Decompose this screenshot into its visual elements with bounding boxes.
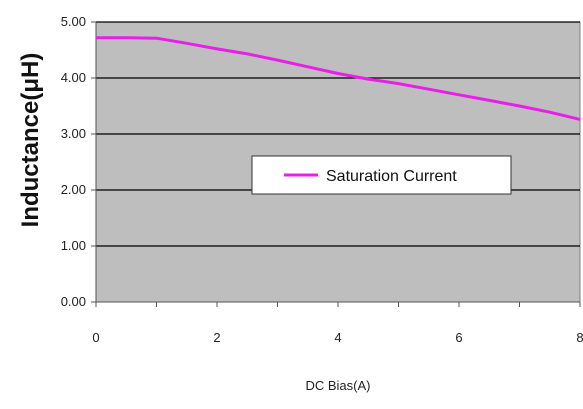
x-tick-label: 6 <box>455 330 462 345</box>
x-tick-label: 2 <box>213 330 220 345</box>
series-layer <box>96 36 581 121</box>
legend: Saturation Current <box>251 155 512 195</box>
y-axis-title: Inductance(μH) <box>17 53 44 228</box>
series-line-saturation-current <box>96 36 581 121</box>
x-axis-title: DC Bias(A) <box>305 378 370 393</box>
y-tick-label: 1.00 <box>61 238 86 253</box>
x-tick-label: 0 <box>92 330 99 345</box>
y-tick-label: 3.00 <box>61 126 86 141</box>
legend-label-saturation-current: Saturation Current <box>326 168 457 185</box>
x-tick-label: 8 <box>576 330 583 345</box>
y-tick-label: 5.00 <box>61 14 86 29</box>
y-tick-label: 0.00 <box>61 294 86 309</box>
y-tick-label: 4.00 <box>61 70 86 85</box>
ticks: 0.00 1.00 2.00 3.00 4.00 5.00 0 2 4 6 8 <box>61 14 583 345</box>
x-tick-label: 4 <box>334 330 341 345</box>
y-tick-label: 2.00 <box>61 182 86 197</box>
